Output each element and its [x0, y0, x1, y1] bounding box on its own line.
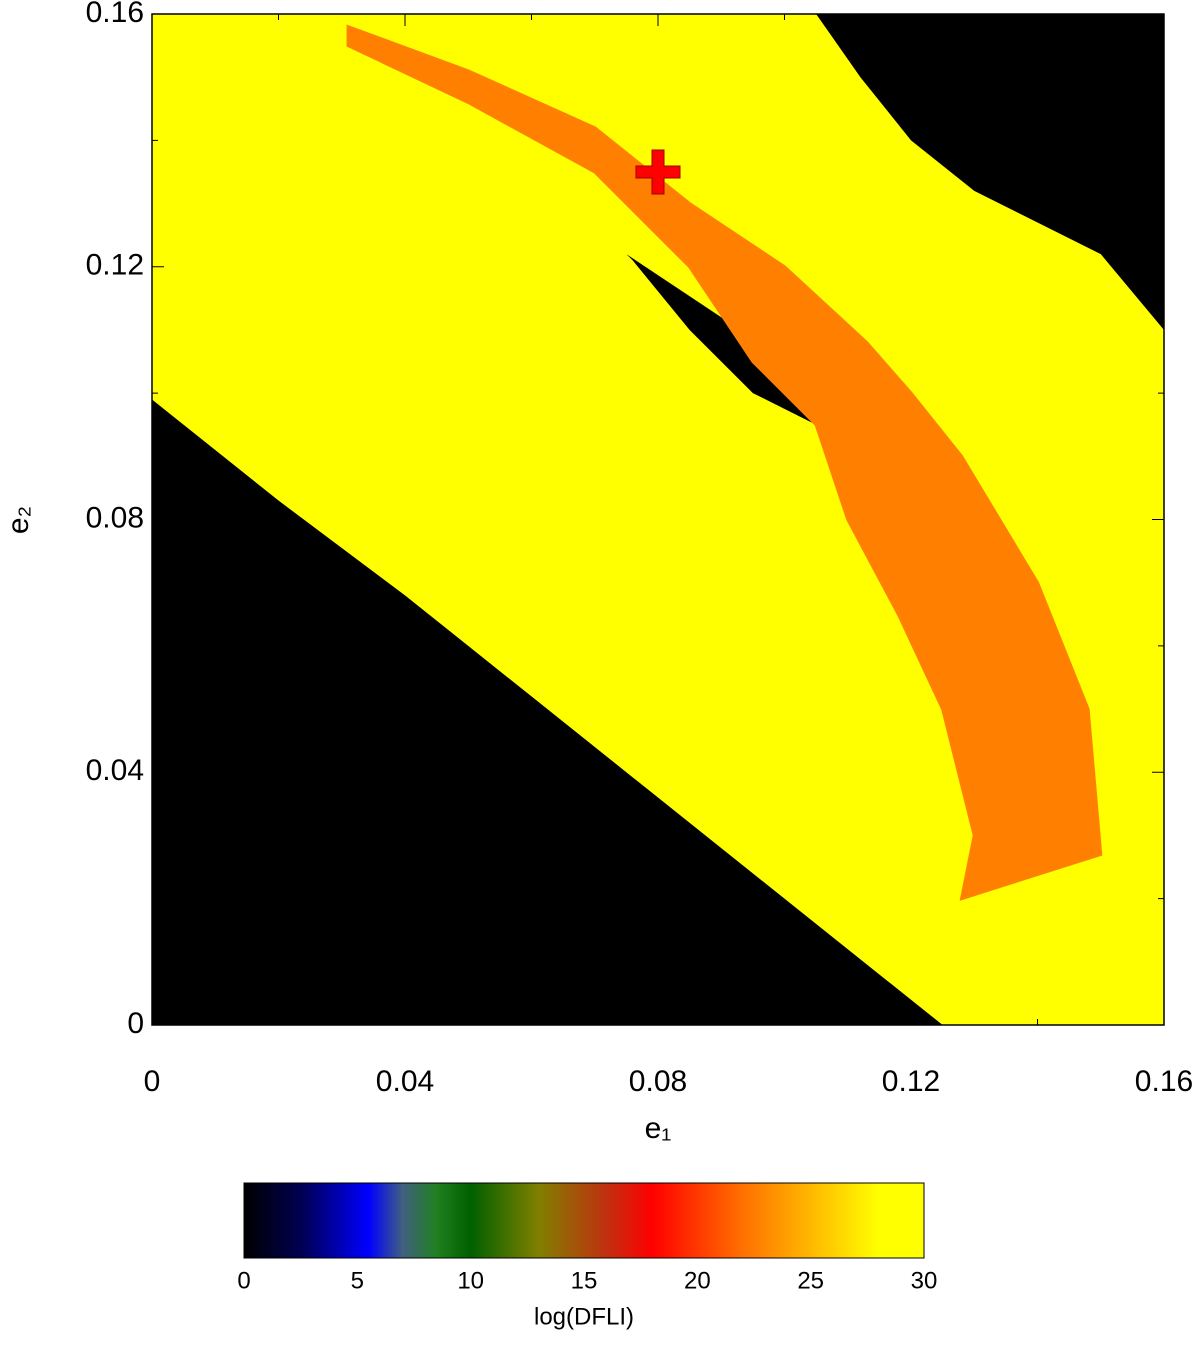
y-tick-label: 0.12 [86, 249, 144, 282]
y-axis-label: e₂ [2, 506, 35, 534]
y-tick-label: 0.08 [86, 501, 144, 534]
y-tick-label: 0 [127, 1007, 144, 1040]
x-axis-label: e₁ [645, 1112, 672, 1145]
colorbar-tick-label: 25 [797, 1267, 824, 1294]
x-tick-label: 0.08 [629, 1065, 687, 1098]
x-tick-label: 0.12 [882, 1065, 940, 1098]
region [152, 399, 943, 1025]
orbit-band [346, 24, 1103, 901]
colorbar [243, 1182, 925, 1259]
y-tick-label: 0.04 [86, 754, 144, 787]
x-tick-label: 0.16 [1135, 1065, 1193, 1098]
x-tick-label: 0.04 [376, 1065, 434, 1098]
colorbar-tick-label: 10 [457, 1267, 484, 1294]
y-tick-label: 0.16 [86, 0, 144, 29]
colorbar-label: log(DFLI) [534, 1303, 634, 1330]
colorbar-tick-label: 20 [684, 1267, 711, 1294]
colorbar-tick-label: 15 [571, 1267, 598, 1294]
region [816, 14, 1164, 330]
colorbar-tick-label: 30 [911, 1267, 938, 1294]
x-tick-label: 0 [144, 1065, 161, 1098]
marker [635, 149, 681, 195]
colorbar-tick-label: 0 [237, 1267, 250, 1294]
colorbar-tick-label: 5 [351, 1267, 364, 1294]
